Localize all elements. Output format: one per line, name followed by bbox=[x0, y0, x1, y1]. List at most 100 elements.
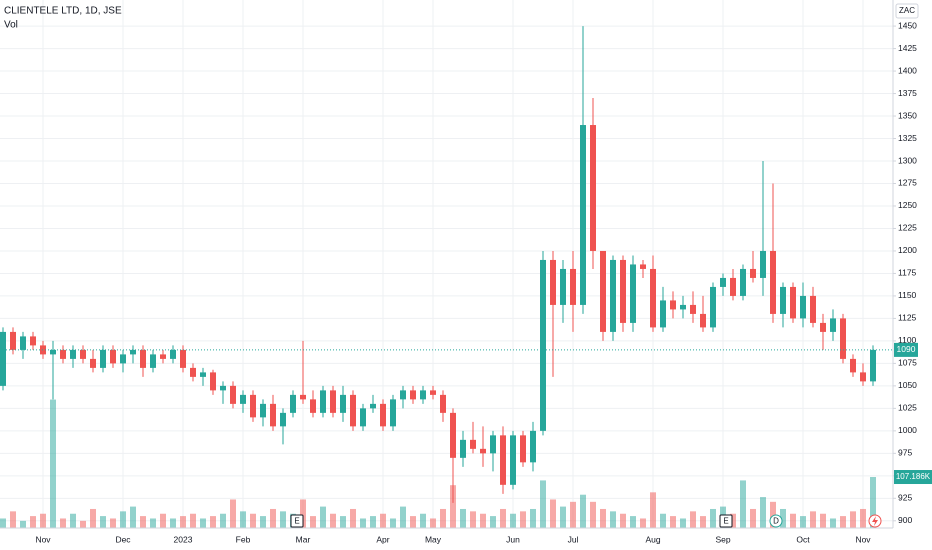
volume-bar bbox=[310, 516, 316, 528]
candle-body bbox=[260, 403, 266, 418]
x-tick-label: Sep bbox=[715, 534, 730, 544]
volume-bar bbox=[150, 518, 156, 528]
volume-bar bbox=[60, 518, 66, 528]
candle-body bbox=[500, 435, 506, 485]
candle-body bbox=[540, 259, 546, 431]
y-tick-label: 1300 bbox=[898, 155, 917, 165]
volume-bar bbox=[830, 518, 836, 528]
chart-title: CLIENTELE LTD, 1D, JSE bbox=[4, 6, 122, 17]
candle-body bbox=[740, 268, 746, 296]
candle-body bbox=[180, 349, 186, 368]
volume-bar bbox=[840, 516, 846, 528]
volume-bar bbox=[430, 518, 436, 528]
candle-body bbox=[850, 358, 856, 373]
volume-bar bbox=[20, 520, 26, 528]
y-tick-label: 1200 bbox=[898, 245, 917, 255]
volume-bar bbox=[790, 513, 796, 528]
volume-bar bbox=[470, 511, 476, 528]
x-tick-label: May bbox=[425, 534, 442, 544]
y-tick-label: 1175 bbox=[898, 268, 917, 278]
candle-body bbox=[400, 390, 406, 400]
volume-bar bbox=[190, 513, 196, 528]
candle-body bbox=[870, 349, 876, 382]
volume-bar bbox=[10, 511, 16, 528]
volume-bar bbox=[530, 508, 536, 528]
candle-body bbox=[660, 300, 666, 328]
candle-body bbox=[460, 439, 466, 458]
candle-body bbox=[520, 435, 526, 463]
axis-labels: 9009259509751000102510501075110011251150… bbox=[35, 20, 932, 544]
candle-body bbox=[30, 336, 36, 346]
candle-body bbox=[590, 125, 596, 251]
x-tick-label: Mar bbox=[296, 534, 311, 544]
event-marker bbox=[290, 514, 304, 528]
candle-body bbox=[320, 390, 326, 413]
volume-bar bbox=[860, 508, 866, 528]
volume-bar bbox=[550, 499, 556, 528]
candle-body bbox=[420, 390, 426, 400]
candle-body bbox=[20, 336, 26, 350]
candle-body bbox=[840, 318, 846, 359]
volume-bar bbox=[380, 513, 386, 528]
candle-body bbox=[230, 385, 236, 404]
y-tick-label: 1250 bbox=[898, 200, 917, 210]
x-tick-label: Oct bbox=[796, 534, 810, 544]
volume-bar bbox=[220, 513, 226, 528]
candle-body bbox=[450, 412, 456, 458]
y-tick-label: 1100 bbox=[898, 335, 917, 345]
candle-body bbox=[210, 372, 216, 391]
candle-body bbox=[310, 399, 316, 413]
candle-body bbox=[720, 277, 726, 287]
volume-bar bbox=[370, 516, 376, 528]
volume-bar bbox=[340, 516, 346, 528]
candle-body bbox=[650, 268, 656, 328]
volume-bar bbox=[560, 506, 566, 528]
candle-body bbox=[290, 394, 296, 413]
candle-body bbox=[760, 250, 766, 278]
volume-bar bbox=[230, 499, 236, 528]
candle-body bbox=[830, 318, 836, 332]
event-marker bbox=[769, 514, 783, 528]
volume-bar bbox=[420, 513, 426, 528]
last-price-label: 1090 bbox=[897, 344, 916, 354]
candle-body bbox=[90, 358, 96, 368]
candle-body bbox=[390, 399, 396, 427]
volume-bar bbox=[500, 508, 506, 528]
x-tick-label: Apr bbox=[376, 534, 389, 544]
y-tick-label: 1150 bbox=[898, 290, 917, 300]
candle-body bbox=[0, 331, 6, 386]
x-tick-label: Nov bbox=[855, 534, 871, 544]
y-tick-label: 1275 bbox=[898, 178, 917, 188]
volume-bar bbox=[350, 508, 356, 528]
candle-body bbox=[570, 268, 576, 305]
candle-body bbox=[780, 286, 786, 314]
volume-bar bbox=[70, 513, 76, 528]
candle-body bbox=[580, 125, 586, 305]
candles bbox=[0, 26, 893, 503]
y-tick-label: 1075 bbox=[898, 358, 917, 368]
volume-bar bbox=[140, 516, 146, 528]
currency-box bbox=[895, 3, 919, 19]
x-tick-label: Nov bbox=[35, 534, 51, 544]
volume-bar bbox=[40, 513, 46, 528]
volume-bar bbox=[810, 511, 816, 528]
volume-bar bbox=[30, 516, 36, 528]
candle-body bbox=[50, 349, 56, 355]
candle-body bbox=[410, 390, 416, 400]
candle-body bbox=[550, 259, 556, 305]
event-marker bbox=[719, 514, 733, 528]
candle-body bbox=[600, 250, 606, 332]
candle-body bbox=[300, 394, 306, 400]
volume-bar bbox=[250, 513, 256, 528]
x-tick-label: Aug bbox=[645, 534, 660, 544]
candle-body bbox=[440, 394, 446, 413]
y-tick-label: 1425 bbox=[898, 43, 917, 53]
volume-bar bbox=[510, 513, 516, 528]
candle-body bbox=[140, 349, 146, 368]
candle-body bbox=[100, 349, 106, 368]
candle-body bbox=[430, 390, 436, 395]
x-tick-label: 2023 bbox=[174, 534, 193, 544]
volume-bar bbox=[680, 518, 686, 528]
candle-body bbox=[250, 394, 256, 418]
